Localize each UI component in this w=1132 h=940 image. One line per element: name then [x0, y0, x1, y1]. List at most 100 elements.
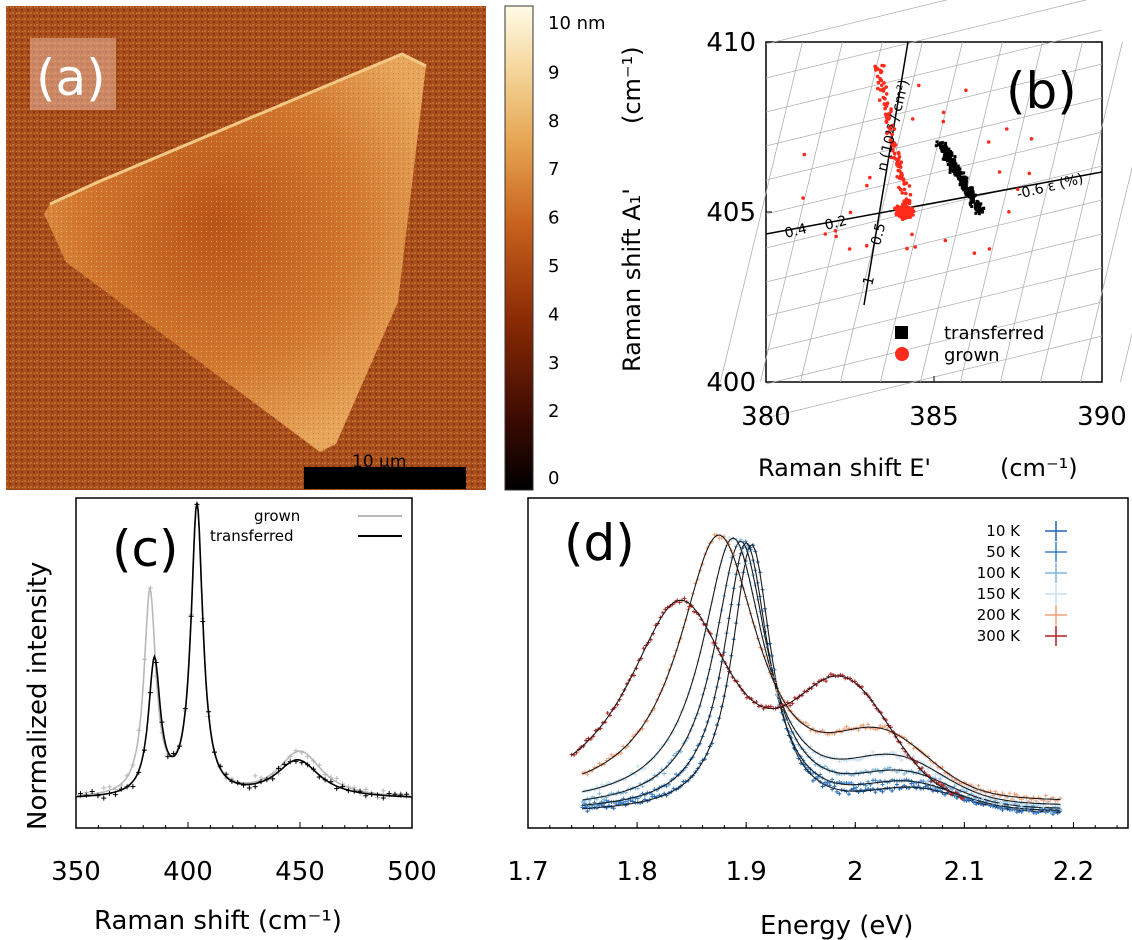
data-marker [941, 783, 946, 788]
data-marker [340, 784, 346, 790]
grid-line [765, 301, 1103, 385]
x-tick-label: 2.1 [944, 857, 985, 887]
grown-point [834, 234, 838, 239]
data-marker [830, 777, 835, 782]
data-marker [894, 769, 899, 774]
grid-line [765, 0, 1088, 79]
data-marker [1041, 804, 1046, 809]
transferred-point [941, 157, 945, 161]
grown-point [910, 206, 915, 211]
transferred-point [963, 175, 967, 179]
transferred-point [969, 195, 973, 199]
data-marker [206, 709, 212, 715]
data-marker [880, 789, 885, 794]
yunit-b: (cm⁻¹) [618, 46, 646, 124]
data-marker [609, 752, 614, 757]
grid-line [1040, 41, 1123, 383]
grid-line [765, 199, 1103, 283]
data-marker [870, 725, 875, 730]
ylabel-b: Raman shift A₁' [618, 188, 646, 372]
data-marker [1010, 797, 1015, 802]
data-marker [1048, 810, 1053, 815]
data-marker [1000, 800, 1005, 805]
transferred-point [966, 193, 969, 197]
data-marker [293, 758, 299, 764]
data-marker [890, 750, 895, 755]
transferred-point [967, 191, 971, 195]
data-marker [861, 789, 866, 794]
data-marker [597, 787, 602, 792]
data-marker [165, 754, 171, 760]
transferred-point [947, 159, 951, 163]
data-marker [788, 703, 793, 708]
data-marker [844, 758, 849, 763]
data-marker [316, 774, 322, 780]
plot-area-d [527, 497, 1129, 829]
transferred-point [942, 148, 946, 152]
data-marker [635, 786, 640, 791]
data-marker [920, 766, 925, 771]
panel-label-a: (a) [36, 49, 106, 107]
grown-point [941, 119, 946, 124]
transferred-point [948, 155, 952, 159]
grown-point [877, 98, 882, 102]
data-marker [153, 660, 159, 666]
strain-axis-line [765, 171, 1103, 235]
data-marker [873, 790, 878, 795]
data-marker [810, 750, 815, 755]
x-tick-label: 1.7 [507, 857, 548, 887]
grown-point [884, 92, 889, 96]
data-marker [1012, 791, 1017, 796]
data-marker [597, 791, 602, 796]
transferred-point [960, 185, 964, 189]
legend-marker [1045, 605, 1067, 625]
grown-point [1015, 187, 1020, 192]
data-marker [976, 783, 981, 788]
grown-point [986, 140, 991, 144]
data-marker [182, 706, 188, 712]
transferred-point [948, 161, 952, 165]
transferred-point [957, 169, 961, 173]
grown-point [876, 86, 880, 91]
transferred-point [952, 169, 956, 173]
data-marker [597, 761, 602, 766]
colorbar [504, 5, 534, 491]
grown-point [908, 215, 912, 219]
doping-tick-05: 0.5 [868, 221, 889, 246]
data-marker [650, 792, 655, 797]
data-marker [95, 792, 101, 798]
data-marker [825, 732, 830, 737]
axis-ticks-d: 1.7 1.8 1.9 2 2.1 2.2 [507, 822, 1118, 887]
data-marker [1058, 804, 1063, 809]
transferred-point [974, 211, 978, 215]
data-marker [692, 609, 697, 614]
data-marker [851, 786, 856, 791]
grown-point [908, 192, 913, 197]
transferred-point [958, 173, 962, 177]
fit-50 K [582, 541, 1061, 811]
transferred-point [954, 170, 958, 174]
transferred-point [976, 208, 980, 212]
data-marker [611, 806, 616, 811]
data-marker [77, 791, 83, 797]
fit-200 K [582, 534, 1061, 801]
grown-point [876, 80, 881, 85]
grown-point [941, 110, 946, 115]
data-marker [890, 788, 895, 793]
grown-point [943, 238, 948, 243]
colorbar-tick-label: 7 [548, 159, 559, 180]
grown-point [882, 87, 886, 91]
data-marker [1046, 799, 1051, 804]
grown-point [911, 213, 915, 217]
data-marker [316, 762, 322, 768]
doping-axis-line [863, 41, 909, 306]
data-marker [844, 789, 849, 794]
data-marker [380, 788, 386, 794]
data-marker [305, 754, 311, 760]
data-marker [948, 792, 953, 797]
data-marker [1014, 793, 1019, 798]
transferred-point [947, 151, 951, 155]
grown-point [887, 112, 892, 117]
data-marker [398, 792, 404, 798]
grid-line [880, 41, 963, 383]
